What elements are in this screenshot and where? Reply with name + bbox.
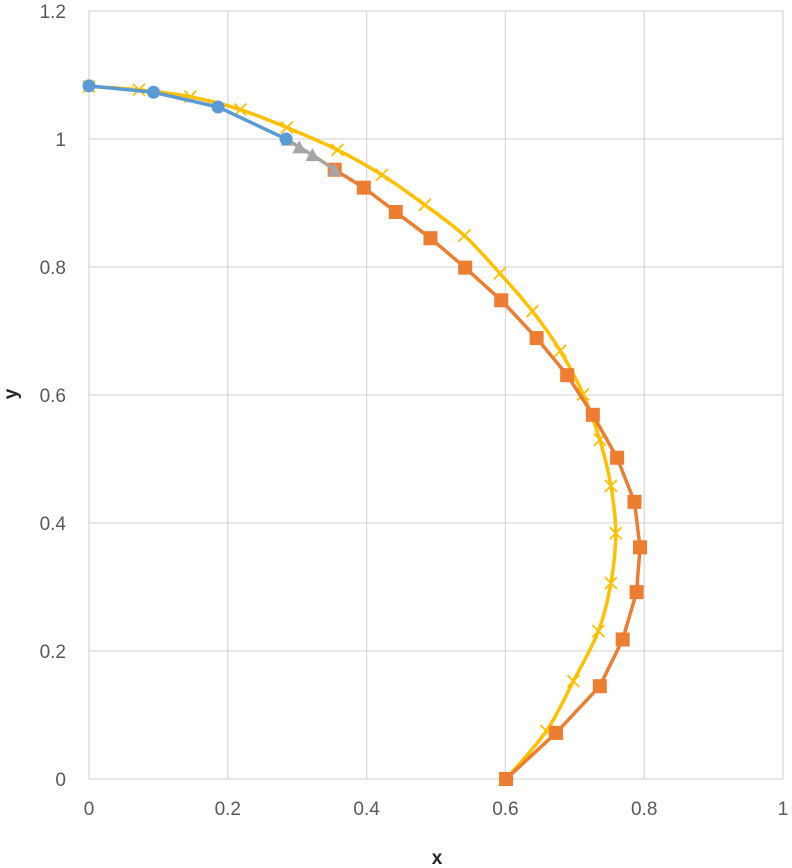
y-tick-label: 1.2	[40, 2, 66, 23]
data-point	[560, 368, 575, 383]
y-tick-label: 0	[55, 770, 66, 791]
x-tick-label: 0.4	[353, 799, 380, 820]
data-point	[375, 168, 389, 182]
y-axis-title: y	[1, 388, 22, 399]
data-point	[592, 679, 607, 694]
data-point	[633, 540, 648, 555]
x-tick-label: 0.6	[492, 799, 518, 820]
x-axis-tick-labels: 0 0.2 0.4 0.6 0.8 1	[84, 799, 789, 820]
data-point	[305, 148, 320, 161]
x-tick-label: 1	[778, 799, 789, 820]
data-point	[494, 293, 509, 308]
data-point	[82, 79, 96, 93]
data-point	[330, 143, 345, 157]
data-point	[604, 479, 618, 493]
x-tick-label: 0	[84, 799, 95, 820]
y-axis-tick-labels: 0 0.2 0.4 0.6 0.8 1 1.2	[40, 2, 67, 791]
x-tick-label: 0.8	[631, 799, 657, 820]
y-tick-label: 0.2	[40, 642, 66, 663]
data-point	[280, 120, 294, 135]
y-tick-label: 0.8	[40, 258, 66, 279]
data-point	[525, 304, 540, 318]
data-point	[629, 585, 644, 600]
series-square	[327, 162, 648, 786]
series-layer	[82, 79, 648, 786]
data-point	[609, 526, 623, 540]
series-line	[87, 84, 288, 141]
series-circle	[82, 79, 293, 146]
data-point	[585, 407, 600, 422]
y-tick-label: 1	[55, 130, 66, 151]
x-tick-label: 0.2	[215, 799, 241, 820]
data-point	[356, 180, 371, 195]
data-point	[553, 344, 567, 358]
data-point	[279, 132, 293, 146]
series-line	[87, 84, 618, 781]
horizontal-gridlines	[89, 10, 783, 780]
data-point	[233, 102, 247, 117]
data-point	[418, 198, 432, 212]
data-point	[493, 266, 507, 281]
data-point	[457, 229, 472, 243]
data-point	[566, 674, 581, 688]
data-point	[292, 140, 307, 154]
data-point	[529, 331, 544, 346]
data-point	[327, 162, 342, 176]
data-point	[549, 725, 564, 740]
data-point	[591, 624, 606, 638]
y-tick-label: 0.6	[40, 386, 66, 407]
series-x	[82, 79, 623, 786]
data-point	[615, 632, 630, 647]
data-point	[423, 231, 438, 246]
data-point	[604, 576, 618, 590]
x-axis-title: x	[432, 848, 443, 868]
data-point	[211, 100, 225, 114]
data-point	[610, 450, 625, 465]
data-point	[388, 204, 403, 219]
data-point	[147, 85, 161, 99]
y-tick-label: 0.4	[40, 514, 67, 535]
series-line	[285, 137, 337, 172]
data-point	[458, 260, 473, 275]
data-point	[499, 772, 514, 786]
data-point	[576, 387, 590, 401]
data-point	[627, 494, 642, 509]
